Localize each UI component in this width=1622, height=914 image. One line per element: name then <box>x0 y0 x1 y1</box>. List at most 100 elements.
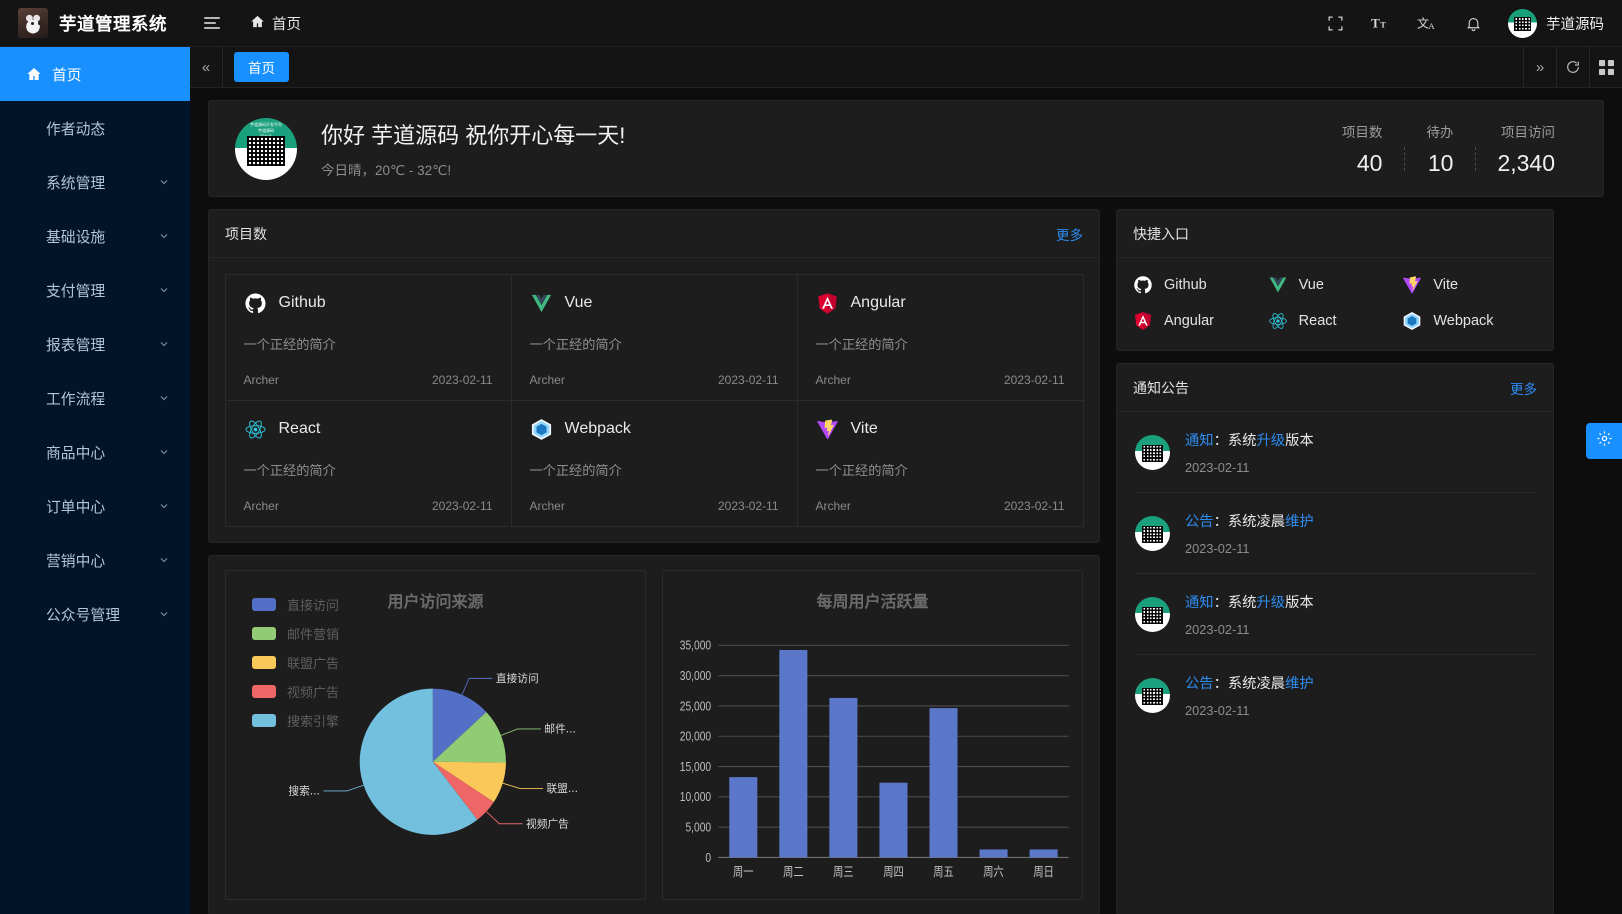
tab-home[interactable]: 首页 <box>234 52 289 82</box>
pie-slice[interactable] <box>432 688 487 762</box>
project-card[interactable]: Webpack 一个正经的简介 Archer 2023-02-11 <box>510 399 798 527</box>
pie-legend-item[interactable]: 直接访问 <box>252 595 339 614</box>
refresh-icon[interactable] <box>1556 47 1589 87</box>
notice-avatar <box>1135 434 1170 470</box>
webpack-icon <box>1402 311 1422 331</box>
font-size-icon[interactable]: T T <box>1370 12 1392 34</box>
quick-entry-item[interactable]: Vite <box>1402 275 1537 295</box>
translate-icon[interactable]: 文 A <box>1416 12 1438 34</box>
project-card[interactable]: Vite 一个正经的简介 Archer 2023-02-11 <box>796 399 1084 527</box>
double-chevron-right-icon[interactable]: » <box>1523 47 1556 87</box>
pie-slice[interactable] <box>359 688 478 835</box>
bar-rect[interactable] <box>729 777 758 858</box>
sidebar-item-8[interactable]: 订单中心 <box>0 479 190 533</box>
bar-rect[interactable] <box>979 849 1008 858</box>
pie-label-text: 搜索... <box>288 785 320 798</box>
welcome-card: 芋道源码开发平台芋道源码官方号 你好 芋道源码 祝你开心每一天! 今日晴，20℃… <box>208 100 1604 197</box>
quick-entry-header: 快捷入口 <box>1117 210 1553 258</box>
project-footer: Archer 2023-02-11 <box>244 499 493 513</box>
pie-chart[interactable]: 用户访问来源 直接访问 邮件营销 联盟广告 视频广告 搜索引擎 直接访问 邮件... 联盟.… <box>225 570 646 900</box>
home-icon <box>26 66 42 82</box>
notice-item[interactable]: 通知：系统升级版本 2023-02-11 <box>1135 412 1535 493</box>
bar-rect[interactable] <box>879 782 908 858</box>
svg-text:T: T <box>1371 16 1380 31</box>
notice-title: 公告：系统凌晨维护 <box>1185 514 1314 530</box>
projects-more-link[interactable]: 更多 <box>1056 227 1083 243</box>
pie-slice[interactable] <box>432 761 506 803</box>
quick-entry-item[interactable]: Angular <box>1133 311 1268 331</box>
bar-y-tick-label: 10,000 <box>680 791 711 804</box>
project-card[interactable]: React 一个正经的简介 Archer 2023-02-11 <box>224 399 512 527</box>
sidebar-item-2[interactable]: 系统管理 <box>0 155 190 209</box>
sidebar-item-label: 系统管理 <box>46 175 106 192</box>
pie-slice[interactable] <box>432 711 506 763</box>
project-card[interactable]: Github 一个正经的简介 Archer 2023-02-11 <box>224 273 512 401</box>
pie-legend-item[interactable]: 邮件营销 <box>252 624 339 643</box>
quick-entry-item[interactable]: React <box>1268 311 1403 331</box>
hamburger-icon[interactable] <box>204 17 232 29</box>
pie-label-line <box>502 782 543 789</box>
notice-avatar <box>1135 596 1170 632</box>
legend-label: 视频广告 <box>287 685 340 700</box>
bell-icon[interactable] <box>1462 12 1484 34</box>
user-menu[interactable]: 芋道源码 <box>1508 8 1604 38</box>
breadcrumb[interactable]: 首页 <box>250 13 301 34</box>
project-date: 2023-02-11 <box>1004 498 1065 513</box>
bar-x-tick-label: 周日 <box>1033 864 1053 879</box>
pie-legend-item[interactable]: 搜索引擎 <box>252 711 339 730</box>
project-card[interactable]: Angular 一个正经的简介 Archer 2023-02-11 <box>796 273 1084 401</box>
bar-rect[interactable] <box>1029 849 1058 858</box>
double-chevron-left-icon[interactable]: « <box>190 47 223 87</box>
sidebar-item-1[interactable]: 作者动态 <box>0 101 190 155</box>
quick-entry-label: Vue <box>1298 277 1324 293</box>
stat-2: 项目访问 2,340 <box>1475 121 1577 177</box>
sidebar-item-label: 营销中心 <box>46 553 106 570</box>
vue-icon <box>530 292 553 315</box>
sidebar-item-3[interactable]: 基础设施 <box>0 209 190 263</box>
project-card-header: Vue <box>530 292 779 315</box>
sidebar-item-5[interactable]: 报表管理 <box>0 317 190 371</box>
notice-date: 2023-02-11 <box>1185 622 1250 637</box>
pie-legend-item[interactable]: 联盟广告 <box>252 653 339 672</box>
notice-item[interactable]: 公告：系统凌晨维护 2023-02-11 <box>1135 493 1535 574</box>
project-author: Archer <box>815 498 851 513</box>
quick-entry-item[interactable]: Github <box>1133 275 1268 295</box>
bar-y-tick-label: 30,000 <box>680 670 711 683</box>
bar-x-tick-label: 周二 <box>783 864 803 879</box>
notice-item[interactable]: 公告：系统凌晨维护 2023-02-11 <box>1135 655 1535 735</box>
vite-icon <box>1402 275 1422 295</box>
settings-fab-button[interactable] <box>1586 423 1622 459</box>
sidebar-item-6[interactable]: 工作流程 <box>0 371 190 425</box>
quick-entry-item[interactable]: Vue <box>1268 275 1403 295</box>
projects-grid: Github 一个正经的简介 Archer 2023-02-11 Vue 一个正经的简介 A… <box>224 273 1084 527</box>
project-card[interactable]: Vue 一个正经的简介 Archer 2023-02-11 <box>510 273 798 401</box>
bar-x-tick-label: 周四 <box>883 864 903 879</box>
notice-date: 2023-02-11 <box>1185 460 1250 475</box>
brand[interactable]: 芋道管理系统 <box>0 8 190 38</box>
sidebar-item-7[interactable]: 商品中心 <box>0 425 190 479</box>
sidebar-item-0[interactable]: 首页 <box>0 47 190 101</box>
grid-icon[interactable] <box>1589 47 1622 87</box>
bar-rect[interactable] <box>779 649 808 858</box>
pie-slice[interactable] <box>432 761 494 820</box>
bar-rect[interactable] <box>829 697 858 858</box>
fullscreen-icon[interactable] <box>1324 12 1346 34</box>
sidebar-item-10[interactable]: 公众号管理 <box>0 587 190 641</box>
notices-more-link[interactable]: 更多 <box>1510 381 1537 397</box>
notices-header: 通知公告 更多 <box>1117 364 1553 412</box>
notice-item[interactable]: 通知：系统升级版本 2023-02-11 <box>1135 574 1535 655</box>
project-desc: 一个正经的简介 <box>815 462 908 478</box>
sidebar-item-9[interactable]: 营销中心 <box>0 533 190 587</box>
sidebar-item-label: 订单中心 <box>46 499 106 516</box>
stat-label: 项目访问 <box>1501 124 1555 140</box>
bar-rect[interactable] <box>929 708 958 858</box>
sidebar-item-4[interactable]: 支付管理 <box>0 263 190 317</box>
pie-legend-item[interactable]: 视频广告 <box>252 682 339 701</box>
quick-entry-item[interactable]: Webpack <box>1402 311 1537 331</box>
notice-avatar <box>1135 677 1170 713</box>
project-name: Webpack <box>564 420 631 437</box>
notice-title: 通知：系统升级版本 <box>1185 595 1314 611</box>
app-title: 芋道管理系统 <box>59 13 167 34</box>
stat-value: 40 <box>1356 149 1383 176</box>
bar-chart[interactable]: 每周用户活跃量 0 5,000 10,000 15,000 20,000 25,000 30… <box>662 570 1083 900</box>
